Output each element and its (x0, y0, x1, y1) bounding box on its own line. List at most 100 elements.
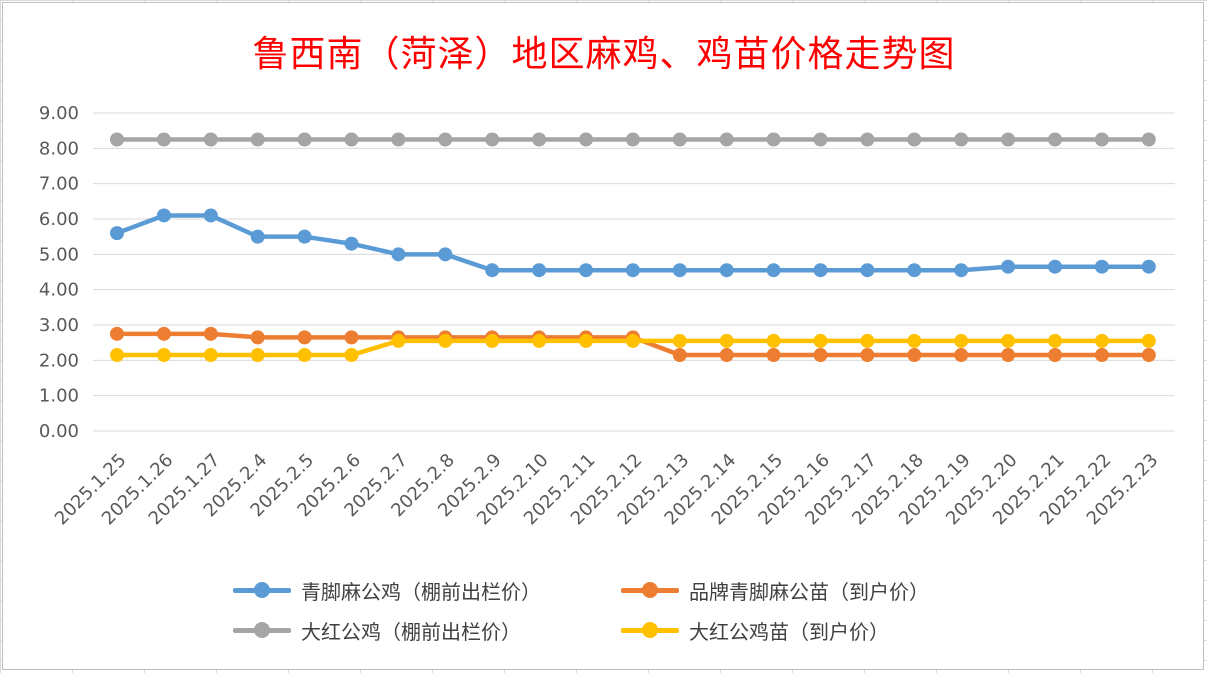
data-point (1141, 132, 1156, 147)
data-point (1001, 132, 1016, 147)
data-point (672, 348, 687, 363)
y-tick-label: 6.00 (39, 209, 79, 230)
data-point (485, 333, 500, 348)
data-point (907, 348, 922, 363)
data-point (110, 226, 124, 241)
legend-label: 青脚麻公鸡（棚前出栏价） (301, 579, 541, 604)
data-point (766, 263, 781, 278)
data-point (485, 132, 500, 147)
data-point (625, 132, 640, 147)
data-point (438, 333, 453, 348)
data-point (1094, 348, 1109, 363)
data-point (344, 330, 359, 345)
data-point (766, 348, 781, 363)
legend-item: 大红公鸡（棚前出栏价） (231, 613, 521, 647)
data-point (579, 132, 593, 147)
data-point (719, 132, 734, 147)
legend-swatch (231, 613, 293, 647)
data-point (954, 132, 969, 147)
data-point (860, 132, 875, 147)
data-point (297, 229, 312, 244)
data-point (719, 348, 734, 363)
gridlines (93, 112, 1175, 432)
data-point (532, 132, 547, 147)
data-point (1094, 333, 1109, 348)
x-axis: 2025.1.252025.1.262025.1.272025.2.42025.… (51, 450, 1162, 530)
data-point (156, 132, 171, 147)
data-point (391, 247, 406, 262)
data-point (907, 333, 922, 348)
data-point (344, 236, 359, 251)
data-point (250, 348, 265, 363)
legend-label: 大红公鸡（棚前出栏价） (301, 619, 521, 644)
data-point (297, 330, 312, 345)
data-point (485, 263, 500, 278)
data-point (156, 326, 171, 341)
y-tick-label: 2.00 (39, 350, 79, 371)
data-point (250, 330, 265, 345)
data-point (813, 263, 828, 278)
legend-swatch (619, 613, 681, 647)
data-point (203, 326, 218, 341)
data-point (1141, 333, 1156, 348)
plot-area: 0.00 1.00 2.00 3.00 4.00 5.00 6.00 7.00 8.00 9.00… (39, 103, 1175, 530)
data-point (250, 229, 265, 244)
data-point (954, 333, 969, 348)
data-point (344, 348, 359, 363)
data-point (532, 333, 547, 348)
y-tick-label: 5.00 (39, 244, 79, 265)
data-point (672, 333, 687, 348)
legend-item: 大红公鸡苗（到户价） (619, 613, 889, 647)
data-point (250, 132, 265, 147)
data-point (719, 333, 734, 348)
y-axis: 0.00 1.00 2.00 3.00 4.00 5.00 6.00 7.00 8.00 9.00 (39, 103, 79, 442)
data-point (297, 348, 312, 363)
data-point (297, 132, 312, 147)
legend-swatch (231, 573, 293, 607)
data-point (1094, 259, 1109, 274)
data-point (1001, 333, 1016, 348)
data-point (813, 132, 828, 147)
data-point (1094, 132, 1109, 147)
data-point (860, 263, 875, 278)
data-point (1048, 259, 1062, 274)
data-point (860, 348, 875, 363)
data-point (1048, 348, 1062, 363)
data-point (110, 348, 124, 363)
series-line (114, 213, 1152, 273)
data-point (1141, 348, 1156, 363)
data-point (1141, 259, 1156, 274)
legend-label: 品牌青脚麻公苗（到户价） (689, 579, 929, 604)
data-point (1048, 132, 1062, 147)
data-point (391, 333, 406, 348)
series-1 (110, 208, 1156, 278)
legend-item: 青脚麻公鸡（棚前出栏价） (231, 573, 541, 607)
data-point (391, 132, 406, 147)
data-point (766, 132, 781, 147)
y-tick-label: 7.00 (39, 174, 79, 195)
data-point (203, 132, 218, 147)
chart-title: 鲁西南（菏泽）地区麻鸡、鸡苗价格走势图 (252, 34, 956, 75)
data-point (954, 348, 969, 363)
data-point (813, 333, 828, 348)
y-tick-label: 8.00 (39, 138, 79, 159)
data-point (1001, 259, 1016, 274)
legend-label: 大红公鸡苗（到户价） (689, 619, 889, 644)
data-point (1001, 348, 1016, 363)
series-3 (110, 132, 1156, 147)
data-point (860, 333, 875, 348)
data-point (954, 263, 969, 278)
series-layer (110, 132, 1156, 363)
data-point (907, 263, 922, 278)
data-point (719, 263, 734, 278)
y-tick-label: 3.00 (39, 315, 79, 336)
data-point (532, 263, 547, 278)
data-point (1048, 333, 1062, 348)
y-tick-label: 4.00 (39, 280, 79, 301)
data-point (110, 326, 124, 341)
data-point (625, 333, 640, 348)
data-point (672, 263, 687, 278)
data-point (625, 263, 640, 278)
data-point (579, 333, 593, 348)
